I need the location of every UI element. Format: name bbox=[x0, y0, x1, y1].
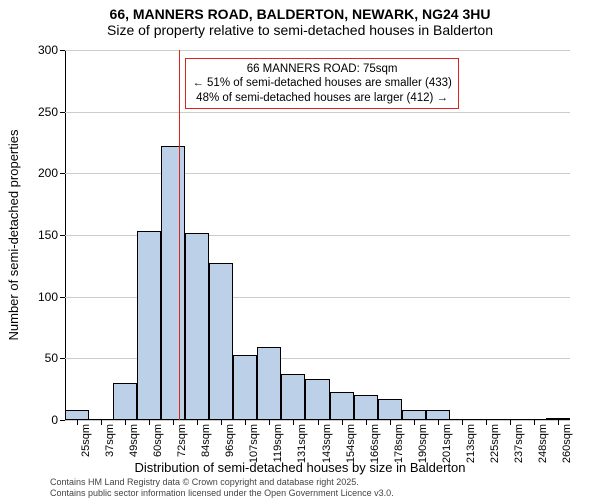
x-tick-label: 213sqm bbox=[465, 424, 477, 474]
x-tick-label: 166sqm bbox=[369, 424, 381, 474]
x-tick-mark bbox=[101, 420, 102, 425]
histogram-bar bbox=[330, 392, 354, 420]
y-tick-mark bbox=[60, 235, 65, 236]
x-tick-mark bbox=[462, 420, 463, 425]
footer-line1: Contains HM Land Registry data © Crown c… bbox=[50, 477, 394, 487]
annotation-line2: ← 51% of semi-detached houses are smalle… bbox=[192, 76, 452, 90]
x-tick-mark bbox=[77, 420, 78, 425]
x-tick-mark bbox=[342, 420, 343, 425]
x-tick-label: 201sqm bbox=[441, 424, 453, 474]
gridline bbox=[65, 50, 570, 51]
x-tick-mark bbox=[125, 420, 126, 425]
x-tick-label: 190sqm bbox=[417, 424, 429, 474]
x-tick-label: 225sqm bbox=[489, 424, 501, 474]
y-tick-mark bbox=[60, 112, 65, 113]
histogram-bar bbox=[305, 379, 329, 420]
histogram-bar bbox=[209, 263, 233, 420]
x-tick-mark bbox=[510, 420, 511, 425]
gridline bbox=[65, 112, 570, 113]
x-tick-label: 248sqm bbox=[537, 424, 549, 474]
histogram-bar bbox=[354, 395, 378, 420]
x-tick-label: 131sqm bbox=[296, 424, 308, 474]
chart-title: 66, MANNERS ROAD, BALDERTON, NEWARK, NG2… bbox=[0, 6, 600, 38]
x-tick-label: 25sqm bbox=[80, 424, 92, 474]
y-tick-label: 300 bbox=[18, 43, 58, 57]
x-tick-label: 237sqm bbox=[513, 424, 525, 474]
title-line2: Size of property relative to semi-detach… bbox=[0, 22, 600, 38]
histogram-bar bbox=[402, 410, 426, 420]
histogram-bar bbox=[378, 399, 402, 420]
x-tick-mark bbox=[149, 420, 150, 425]
y-tick-label: 150 bbox=[18, 228, 58, 242]
x-tick-mark bbox=[366, 420, 367, 425]
x-tick-mark bbox=[245, 420, 246, 425]
x-tick-mark bbox=[438, 420, 439, 425]
x-tick-label: 178sqm bbox=[393, 424, 405, 474]
footer-attribution: Contains HM Land Registry data © Crown c… bbox=[50, 477, 394, 498]
x-tick-label: 119sqm bbox=[272, 424, 284, 474]
histogram-bar bbox=[257, 347, 281, 420]
histogram-bar bbox=[65, 410, 89, 420]
x-tick-mark bbox=[269, 420, 270, 425]
histogram-bar bbox=[161, 146, 185, 420]
y-tick-mark bbox=[60, 173, 65, 174]
x-tick-mark bbox=[534, 420, 535, 425]
x-tick-mark bbox=[197, 420, 198, 425]
x-tick-label: 72sqm bbox=[176, 424, 188, 474]
x-tick-label: 143sqm bbox=[321, 424, 333, 474]
annotation-box: 66 MANNERS ROAD: 75sqm← 51% of semi-deta… bbox=[185, 58, 459, 109]
histogram-bar bbox=[233, 355, 257, 420]
annotation-line1: 66 MANNERS ROAD: 75sqm bbox=[192, 62, 452, 76]
title-line1: 66, MANNERS ROAD, BALDERTON, NEWARK, NG2… bbox=[0, 6, 600, 22]
histogram-bar bbox=[137, 231, 161, 420]
footer-line2: Contains public sector information licen… bbox=[50, 488, 394, 498]
histogram-bar bbox=[426, 410, 450, 420]
y-tick-label: 200 bbox=[18, 166, 58, 180]
x-tick-mark bbox=[390, 420, 391, 425]
y-tick-mark bbox=[60, 420, 65, 421]
x-tick-mark bbox=[558, 420, 559, 425]
x-tick-label: 96sqm bbox=[224, 424, 236, 474]
histogram-bar bbox=[113, 383, 137, 420]
x-tick-mark bbox=[486, 420, 487, 425]
x-tick-mark bbox=[293, 420, 294, 425]
marker-line bbox=[179, 50, 180, 420]
chart-container: 66, MANNERS ROAD, BALDERTON, NEWARK, NG2… bbox=[0, 0, 600, 500]
x-tick-label: 37sqm bbox=[104, 424, 116, 474]
x-tick-mark bbox=[173, 420, 174, 425]
x-tick-mark bbox=[318, 420, 319, 425]
y-tick-mark bbox=[60, 358, 65, 359]
y-tick-mark bbox=[60, 50, 65, 51]
gridline bbox=[65, 173, 570, 174]
x-tick-label: 60sqm bbox=[152, 424, 164, 474]
x-tick-mark bbox=[414, 420, 415, 425]
y-tick-mark bbox=[60, 297, 65, 298]
x-tick-label: 84sqm bbox=[200, 424, 212, 474]
annotation-line3: 48% of semi-detached houses are larger (… bbox=[192, 91, 452, 105]
histogram-bar bbox=[281, 374, 305, 420]
x-tick-label: 154sqm bbox=[345, 424, 357, 474]
y-tick-label: 50 bbox=[18, 351, 58, 365]
x-tick-mark bbox=[221, 420, 222, 425]
y-tick-label: 250 bbox=[18, 105, 58, 119]
x-tick-label: 107sqm bbox=[248, 424, 260, 474]
histogram-bar bbox=[185, 233, 209, 420]
x-tick-label: 49sqm bbox=[128, 424, 140, 474]
y-tick-label: 0 bbox=[18, 413, 58, 427]
x-tick-label: 260sqm bbox=[561, 424, 573, 474]
y-tick-label: 100 bbox=[18, 290, 58, 304]
